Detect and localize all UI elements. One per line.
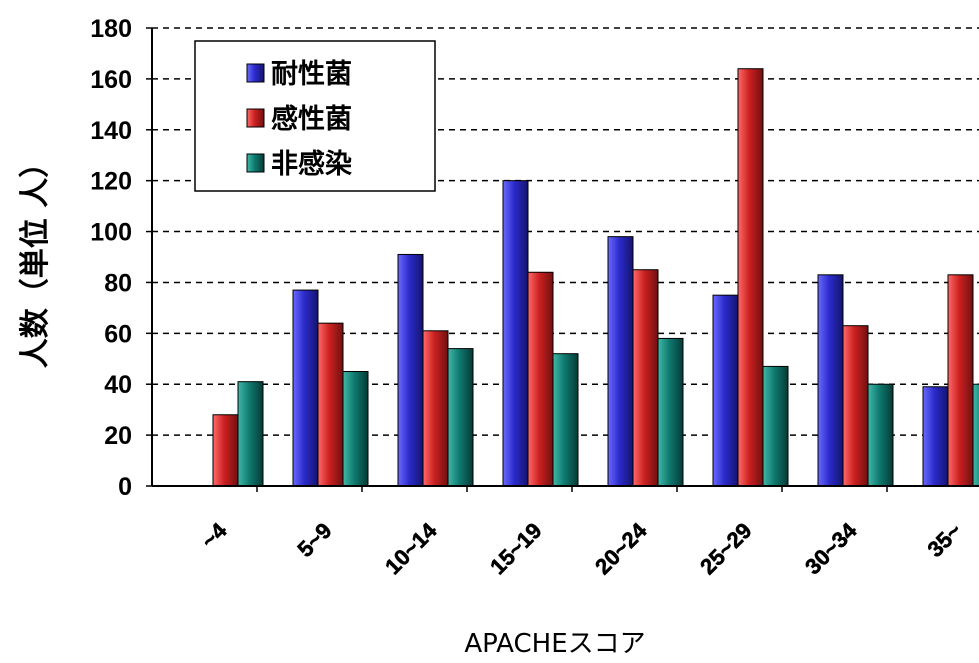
bar-1-5	[607, 236, 634, 487]
x-tick-label: ~4	[196, 517, 232, 553]
y-tick-label: 180	[90, 15, 132, 43]
bar-3-1	[237, 381, 264, 487]
legend-box	[194, 40, 436, 192]
bar-2-8	[947, 274, 974, 487]
bar-2-3	[422, 330, 449, 487]
legend-label-2: 感性菌	[271, 103, 352, 135]
y-tick-label: 20	[104, 422, 132, 450]
y-tick-label: 40	[104, 371, 132, 399]
legend-label-3: 非感染	[271, 148, 352, 180]
legend-swatch-3	[246, 153, 265, 173]
bar-3-6	[762, 365, 789, 487]
bars	[212, 68, 979, 487]
y-tick-label: 80	[104, 269, 132, 297]
bar-3-8	[972, 383, 979, 487]
legend-swatch-2	[246, 108, 265, 128]
bar-3-3	[447, 348, 474, 487]
bar-1-8	[922, 386, 949, 487]
x-tick-label: 5~9	[292, 518, 336, 562]
bar-1-7	[817, 274, 844, 487]
x-tick-label: 20~24	[590, 517, 652, 579]
x-tick-label: 35~	[922, 518, 966, 562]
y-tick-label: 140	[90, 117, 132, 145]
y-tick-label: 60	[104, 320, 132, 348]
x-tick-label: 10~14	[380, 517, 442, 579]
legend-label-1: 耐性菌	[271, 59, 352, 90]
bar-2-2	[317, 322, 344, 487]
bar-2-7	[842, 325, 869, 487]
y-tick-label: 0	[118, 473, 132, 501]
bar-1-3	[397, 253, 424, 487]
bar-3-4	[552, 353, 579, 487]
bar-1-4	[502, 180, 529, 487]
y-tick-label: 100	[90, 219, 132, 247]
x-axis-label: APACHEスコア	[464, 629, 645, 659]
bar-1-6	[712, 294, 739, 487]
y-tick-label: 120	[90, 168, 132, 196]
bar-3-5	[657, 337, 684, 487]
bar-2-6	[737, 68, 764, 487]
x-tick-label: 30~34	[800, 517, 862, 579]
legend-swatch-1	[246, 63, 265, 83]
x-tick-label: 15~19	[485, 518, 546, 579]
axes	[146, 27, 979, 492]
bar-2-4	[527, 271, 554, 487]
bar-3-7	[867, 383, 894, 487]
y-tick-label: 160	[90, 66, 132, 94]
bar-1-2	[292, 289, 319, 487]
bar-2-5	[632, 269, 659, 487]
bar-2-1	[212, 414, 239, 487]
y-axis-label: 人数（単位 人）	[18, 148, 53, 368]
x-tick-label: 25~29	[695, 518, 756, 579]
bar-3-2	[342, 371, 369, 487]
